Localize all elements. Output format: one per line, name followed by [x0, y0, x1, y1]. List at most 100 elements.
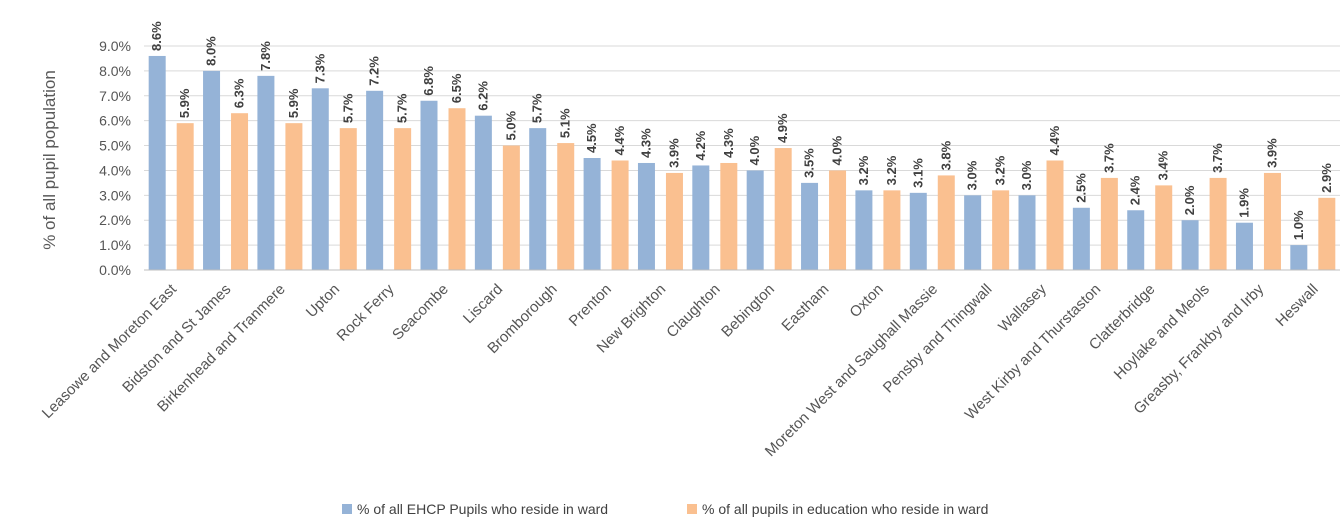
bar-ehcp: [1127, 210, 1145, 270]
bar-ehcp: [257, 75, 275, 270]
x-tick-label: Wallasey: [995, 280, 1050, 335]
x-tick-label: Heswall: [1272, 281, 1321, 330]
bar-all-pupils: [1209, 177, 1227, 270]
data-label: 4.9%: [775, 113, 790, 143]
y-tick-label: 3.0%: [99, 187, 131, 203]
data-label: 3.9%: [666, 138, 681, 168]
bar-ehcp: [1235, 222, 1253, 270]
data-label: 6.2%: [475, 81, 490, 111]
data-label: 6.3%: [232, 78, 247, 108]
x-tick-label: Oxton: [846, 281, 886, 321]
bar-all-pupils: [1318, 197, 1336, 270]
bar-ehcp: [637, 162, 655, 270]
y-tick-label: 0.0%: [99, 262, 131, 278]
data-label: 7.2%: [367, 56, 382, 86]
data-label: 4.0%: [830, 135, 845, 165]
data-label: 4.4%: [1047, 125, 1062, 155]
x-tick-label: Eastham: [778, 281, 832, 335]
bar-all-pupils: [339, 128, 357, 270]
data-label: 3.0%: [1019, 160, 1034, 190]
y-tick-label: 9.0%: [99, 38, 131, 54]
data-label: 8.0%: [204, 36, 219, 66]
bar-ehcp: [1290, 245, 1308, 270]
bar-all-pupils: [285, 123, 303, 271]
bar-ehcp: [529, 128, 547, 270]
data-label: 3.2%: [856, 155, 871, 185]
bar-ehcp: [203, 70, 221, 270]
data-label: 6.8%: [421, 66, 436, 96]
bar-all-pupils: [883, 190, 901, 270]
bar-all-pupils: [720, 162, 738, 270]
data-label: 4.3%: [721, 128, 736, 158]
data-label: 7.3%: [312, 53, 327, 83]
bar-all-pupils: [992, 190, 1010, 270]
x-tick-label: Liscard: [460, 281, 506, 327]
data-label: 4.2%: [693, 130, 708, 160]
y-axis-label: % of all pupil population: [40, 70, 59, 250]
legend-label-all-pupils: % of all pupils in education who reside …: [702, 501, 988, 517]
bar-ehcp: [801, 182, 819, 270]
data-label: 2.9%: [1319, 163, 1334, 193]
bar-all-pupils: [1100, 177, 1118, 270]
y-tick-label: 2.0%: [99, 212, 131, 228]
y-tick-label: 7.0%: [99, 88, 131, 104]
data-label: 3.7%: [1101, 143, 1116, 173]
data-label: 1.0%: [1291, 210, 1306, 240]
y-tick-label: 5.0%: [99, 138, 131, 154]
data-label: 3.7%: [1210, 143, 1225, 173]
legend-swatch-all-pupils: [687, 504, 697, 514]
y-tick-label: 1.0%: [99, 237, 131, 253]
data-label: 2.0%: [1182, 185, 1197, 215]
data-label: 4.5%: [584, 123, 599, 153]
data-label: 3.9%: [1264, 138, 1279, 168]
y-axis-ticks: 0.0% 1.0% 2.0% 3.0% 4.0% 5.0% 6.0% 7.0% 8.0% 9.0%: [99, 38, 131, 278]
bar-all-pupils: [665, 172, 683, 270]
legend: % of all EHCP Pupils who reside in ward …: [342, 501, 988, 517]
bar-ehcp: [909, 192, 927, 270]
bar-ehcp: [583, 158, 601, 270]
data-label: 2.5%: [1073, 173, 1088, 203]
x-tick-label: Prenton: [566, 281, 615, 330]
bars: [148, 55, 1336, 271]
x-tick-label: Bidston and St James: [119, 281, 234, 396]
data-label: 5.7%: [340, 93, 355, 123]
bar-ehcp: [855, 190, 873, 270]
bar-all-pupils: [231, 113, 249, 270]
data-label: 5.7%: [530, 93, 545, 123]
y-tick-label: 4.0%: [99, 162, 131, 178]
data-label: 1.9%: [1236, 188, 1251, 218]
bar-ehcp: [420, 100, 438, 270]
y-tick-label: 8.0%: [99, 63, 131, 79]
data-label: 3.1%: [910, 158, 925, 188]
data-label: 3.2%: [993, 155, 1008, 185]
bar-all-pupils: [774, 148, 792, 270]
legend-swatch-ehcp: [342, 504, 352, 514]
data-label: 4.0%: [747, 135, 762, 165]
bar-all-pupils: [1046, 160, 1064, 270]
data-label: 3.2%: [884, 155, 899, 185]
bar-ehcp: [692, 165, 710, 270]
bar-all-pupils: [829, 170, 847, 270]
data-label: 3.0%: [965, 160, 980, 190]
data-labels: 8.6% 5.9% 8.0% 6.3% 7.8% 5.9% 7.3% 5.7% 7.2% 5.7%…: [149, 21, 1334, 240]
data-label: 3.8%: [938, 140, 953, 170]
bar-all-pupils: [176, 123, 194, 271]
x-tick-label: Pensby and Thingwall: [880, 281, 996, 397]
bar-all-pupils: [1263, 172, 1281, 270]
bar-all-pupils: [502, 145, 520, 270]
data-label: 7.8%: [258, 41, 273, 71]
y-tick-label: 6.0%: [99, 113, 131, 129]
data-label: 5.7%: [395, 93, 410, 123]
x-tick-label: Hoylake and Meols: [1111, 281, 1213, 383]
data-label: 5.9%: [177, 88, 192, 118]
data-label: 4.4%: [612, 125, 627, 155]
x-tick-label: Rock Ferry: [334, 280, 398, 344]
bar-all-pupils: [448, 108, 466, 270]
bar-all-pupils: [394, 128, 412, 270]
bar-ehcp: [746, 170, 764, 270]
data-label: 3.4%: [1156, 150, 1171, 180]
x-tick-label: Seacombe: [389, 281, 452, 344]
